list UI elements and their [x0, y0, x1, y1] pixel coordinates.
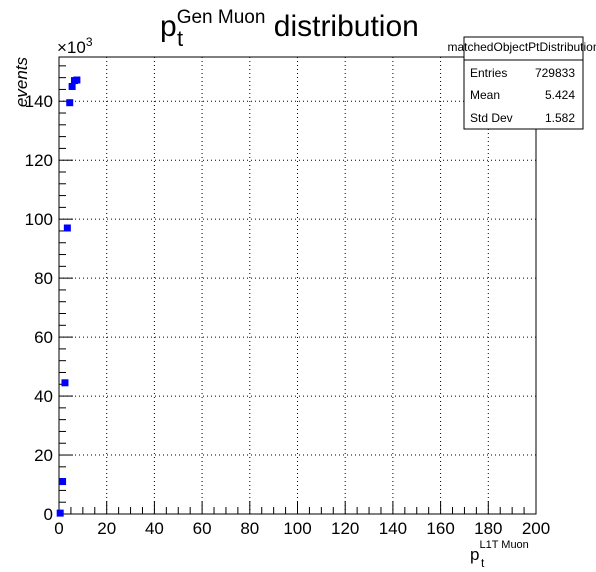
- x-axis-title-base: p: [470, 545, 479, 564]
- data-point: [63, 224, 71, 232]
- x-tick-label: 0: [54, 519, 63, 538]
- axis-ticks: [58, 65, 537, 515]
- x-tick-label: 120: [331, 519, 359, 538]
- y-tick-label: 20: [34, 446, 53, 465]
- data-point: [61, 379, 69, 387]
- stats-box-name: matchedObjectPtDistribution: [447, 40, 596, 54]
- stats-box-frame: [463, 36, 584, 130]
- stats-box: matchedObjectPtDistribution Entries 7298…: [447, 36, 596, 130]
- x-tick-label: 200: [522, 519, 550, 538]
- y-multiplier-base: ×10: [57, 38, 86, 57]
- stats-entries-label: Entries: [470, 66, 507, 80]
- tick-labels: 0 20 40 60 80 100 120 140 160 180 200 0 20 40 60 80 100 1…: [25, 92, 551, 538]
- x-tick-label: 140: [379, 519, 407, 538]
- y-multiplier-exp: 3: [86, 35, 93, 49]
- chart-title-sub: t: [177, 26, 183, 51]
- data-markers: [56, 76, 81, 517]
- x-tick-label: 60: [193, 519, 212, 538]
- stats-entries-value: 729833: [535, 66, 575, 80]
- y-tick-label: 100: [25, 210, 53, 229]
- x-tick-label: 180: [474, 519, 502, 538]
- x-tick-label: 40: [145, 519, 164, 538]
- y-tick-label: 60: [34, 328, 53, 347]
- y-tick-label: 80: [34, 269, 53, 288]
- x-axis-title-sup: L1T Muon: [479, 539, 528, 551]
- y-multiplier: ×103: [57, 35, 93, 57]
- x-tick-label: 80: [240, 519, 259, 538]
- x-tick-label: 100: [283, 519, 311, 538]
- stats-stddev-value: 1.582: [545, 111, 575, 125]
- data-point: [68, 82, 76, 90]
- x-axis-title: pL1T Muon: [470, 539, 529, 564]
- chart-title-base: p: [160, 10, 177, 43]
- grid-lines: [59, 57, 536, 514]
- stats-stddev-label: Std Dev: [470, 111, 513, 125]
- stats-mean-value: 5.424: [545, 88, 575, 102]
- data-point: [66, 99, 74, 107]
- chart-title-rest: distribution: [265, 10, 418, 43]
- chart-title: pGen Muon distribution: [160, 7, 419, 43]
- data-point: [73, 76, 81, 84]
- x-axis-title-sub: t: [481, 556, 485, 570]
- data-point: [59, 478, 67, 486]
- y-tick-label: 140: [25, 92, 53, 111]
- chart-title-sup: Gen Muon: [177, 7, 266, 28]
- y-axis-title: events: [12, 57, 31, 108]
- y-tick-label: 120: [25, 151, 53, 170]
- data-point: [56, 509, 64, 517]
- x-tick-label: 20: [97, 519, 116, 538]
- x-tick-label: 160: [426, 519, 454, 538]
- y-tick-label: 0: [44, 505, 53, 524]
- stats-mean-label: Mean: [470, 88, 500, 102]
- y-tick-label: 40: [34, 387, 53, 406]
